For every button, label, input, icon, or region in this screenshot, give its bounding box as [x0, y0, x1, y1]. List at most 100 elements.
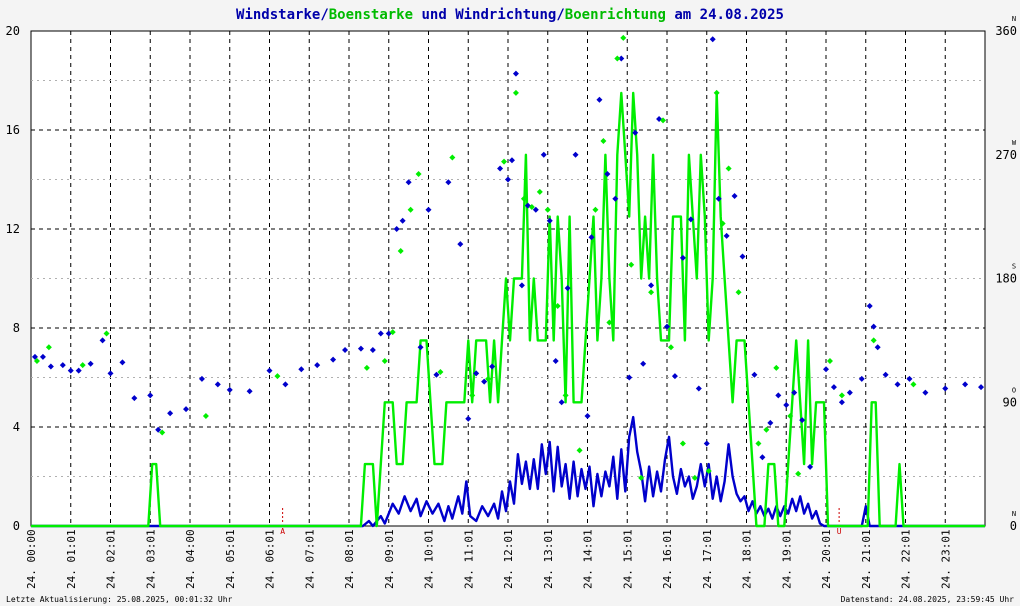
- direction-point: [399, 217, 406, 224]
- direction-point: [377, 330, 384, 337]
- direction-point: [415, 171, 422, 177]
- direction-point: [679, 440, 686, 447]
- direction-point: [198, 375, 205, 382]
- direction-point: [713, 89, 720, 96]
- direction-point: [226, 386, 233, 393]
- direction-point: [214, 381, 221, 388]
- direction-point: [731, 193, 738, 199]
- direction-point: [505, 176, 511, 183]
- direction-point: [554, 303, 561, 309]
- direction-point: [393, 226, 400, 232]
- direction-point: [592, 206, 599, 213]
- x-tick-label: 24. 08:01: [343, 529, 356, 589]
- direction-point: [369, 347, 376, 353]
- direction-point: [473, 370, 480, 377]
- direction-point: [640, 360, 647, 367]
- x-tick-label: 24. 13:01: [542, 529, 555, 589]
- direction-point: [787, 413, 794, 419]
- direction-point: [202, 413, 209, 419]
- marker-label: U: [837, 527, 842, 536]
- direction-point: [576, 447, 583, 454]
- series-windrichtung: [31, 36, 985, 470]
- direction-point: [759, 454, 766, 461]
- direction-point: [830, 384, 837, 391]
- direction-point: [131, 395, 138, 402]
- x-tick-label: 24. 21:01: [860, 529, 873, 589]
- direction-point: [512, 89, 519, 96]
- direction-point: [620, 34, 627, 41]
- direction-point: [763, 426, 770, 433]
- direction-point: [600, 138, 607, 144]
- direction-point: [103, 330, 110, 337]
- direction-point: [638, 474, 645, 481]
- direction-point: [691, 474, 698, 481]
- direction-point: [45, 344, 52, 351]
- direction-point: [942, 385, 949, 392]
- direction-point: [588, 234, 595, 241]
- direction-point: [147, 392, 154, 399]
- x-tick-label: 24. 05:01: [224, 529, 237, 589]
- direction-point: [119, 359, 126, 366]
- direction-point: [31, 353, 38, 360]
- title-windrichtung: Windrichtung: [455, 7, 556, 23]
- direction-point: [584, 413, 591, 419]
- x-tick-label: 24. 15:01: [621, 529, 634, 589]
- direction-point: [87, 360, 94, 367]
- direction-point: [858, 375, 865, 382]
- x-tick-label: 24. 02:01: [105, 529, 118, 589]
- direction-point: [767, 419, 774, 426]
- direction-point: [823, 366, 829, 373]
- direction-point: [389, 329, 396, 336]
- direction-point: [705, 468, 712, 474]
- direction-point: [445, 179, 452, 186]
- direction-point: [838, 392, 845, 399]
- x-tick-label: 24. 00:00: [25, 529, 38, 589]
- x-tick-label: 24. 20:01: [820, 529, 833, 589]
- direction-point: [564, 285, 571, 292]
- title-sep2: /: [556, 7, 564, 23]
- title-sep1: /: [320, 7, 328, 23]
- direction-point: [596, 96, 603, 103]
- x-tick-label: 24. 23:01: [939, 529, 952, 589]
- direction-point: [397, 248, 404, 254]
- title-und: und: [413, 7, 455, 23]
- direction-point: [405, 179, 412, 186]
- direction-point: [962, 381, 969, 388]
- x-tick-label: 24. 07:01: [303, 529, 316, 589]
- compass-label: W: [1012, 139, 1017, 147]
- y-tick-label-left: 8: [13, 321, 20, 335]
- title-date: am 24.08.2025: [666, 7, 784, 23]
- direction-point: [342, 347, 349, 353]
- direction-point: [381, 358, 388, 364]
- direction-point: [604, 171, 611, 177]
- compass-label: N: [1012, 510, 1016, 518]
- y-tick-label-right: 270: [995, 148, 1017, 162]
- direction-point: [719, 220, 726, 227]
- direction-point: [725, 165, 732, 172]
- x-tick-label: 24. 22:01: [900, 529, 913, 589]
- direction-point: [735, 289, 742, 296]
- direction-point: [894, 381, 901, 388]
- direction-point: [910, 381, 917, 388]
- direction-point: [739, 253, 746, 260]
- x-tick-label: 24. 14:01: [582, 529, 595, 589]
- direction-point: [846, 389, 853, 396]
- direction-point: [544, 206, 551, 213]
- direction-point: [783, 402, 790, 408]
- x-tick-label: 24. 10:01: [423, 529, 436, 589]
- direction-point: [107, 370, 114, 377]
- direction-point: [773, 364, 780, 371]
- direction-point: [512, 70, 519, 77]
- direction-point: [562, 392, 569, 399]
- direction-point: [266, 367, 273, 374]
- direction-point: [667, 344, 674, 351]
- direction-point: [709, 36, 716, 43]
- direction-point: [465, 415, 472, 422]
- direction-point: [791, 389, 798, 396]
- direction-point: [298, 366, 305, 373]
- grid: [31, 31, 985, 526]
- direction-point: [449, 154, 456, 161]
- direction-point: [687, 216, 694, 223]
